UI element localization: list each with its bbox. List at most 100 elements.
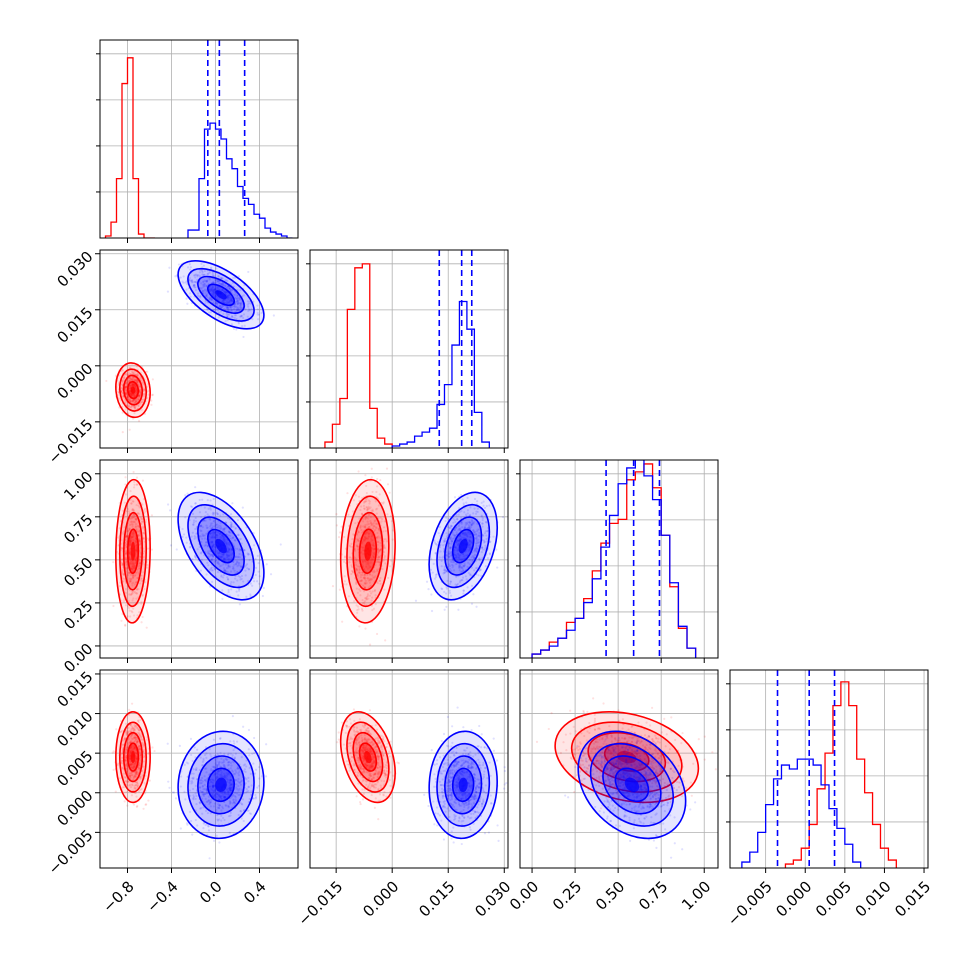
scatter-point xyxy=(199,524,202,528)
scatter-point xyxy=(444,537,447,541)
scatter-point xyxy=(449,546,452,549)
scatter-point xyxy=(226,294,229,297)
scatter-point xyxy=(448,563,451,566)
scatter-point xyxy=(195,281,198,284)
scatter-point xyxy=(225,286,229,289)
scatter-point xyxy=(246,567,249,570)
scatter-point xyxy=(453,551,456,554)
scatter-point xyxy=(480,551,484,554)
scatter-point xyxy=(212,290,215,293)
scatter-point xyxy=(129,543,132,547)
scatter-point xyxy=(209,585,212,588)
scatter-point xyxy=(121,392,124,395)
scatter-point xyxy=(206,551,210,555)
scatter-point xyxy=(225,556,229,559)
scatter-point xyxy=(215,279,218,282)
scatter-point xyxy=(133,574,136,577)
scatter-point xyxy=(232,276,235,279)
scatter-point xyxy=(123,598,126,601)
scatter-point xyxy=(376,548,380,551)
scatter-point xyxy=(480,515,483,518)
scatter-point xyxy=(211,553,214,556)
scatter-point xyxy=(217,526,221,529)
scatter-point xyxy=(232,327,236,331)
scatter-point xyxy=(236,556,239,559)
scatter-point xyxy=(130,540,133,543)
scatter-point xyxy=(384,529,387,533)
scatter-point xyxy=(364,577,367,580)
scatter-point xyxy=(129,540,132,543)
scatter-point xyxy=(372,551,375,554)
scatter-point xyxy=(241,506,244,509)
scatter-point xyxy=(356,568,359,571)
scatter-point xyxy=(236,547,239,551)
scatter-point xyxy=(129,535,132,538)
scatter-point xyxy=(142,498,145,501)
scatter-point xyxy=(348,561,351,564)
scatter-point xyxy=(124,388,127,392)
scatter-point xyxy=(132,383,135,386)
scatter-point xyxy=(367,579,370,582)
scatter-point xyxy=(135,540,138,543)
scatter-point xyxy=(486,557,490,560)
scatter-point xyxy=(203,288,207,291)
scatter-point xyxy=(129,384,132,387)
scatter-point xyxy=(142,527,145,530)
scatter-point xyxy=(198,498,201,502)
scatter-point xyxy=(199,269,202,272)
scatter-point xyxy=(135,551,138,554)
scatter-point xyxy=(121,380,124,383)
scatter-point xyxy=(448,552,451,555)
scatter-point xyxy=(143,781,146,784)
scatter-point xyxy=(191,531,194,534)
scatter-point xyxy=(189,268,192,271)
scatter-point xyxy=(135,378,138,381)
scatter-point xyxy=(201,270,204,273)
scatter-point xyxy=(211,290,214,293)
scatter-point xyxy=(369,520,372,523)
scatter-point xyxy=(357,470,360,473)
scatter-point xyxy=(135,548,138,551)
scatter-point xyxy=(360,512,364,515)
scatter-point xyxy=(372,525,375,528)
scatter-point xyxy=(186,492,189,495)
scatter-point xyxy=(371,523,374,526)
scatter-point xyxy=(241,558,244,561)
scatter-point xyxy=(442,569,446,572)
scatter-point xyxy=(199,296,202,299)
scatter-point xyxy=(462,564,465,567)
scatter-point xyxy=(372,569,375,572)
scatter-point xyxy=(359,524,362,527)
scatter-point xyxy=(228,287,231,290)
scatter-point xyxy=(203,283,206,286)
scatter-point xyxy=(138,394,141,397)
scatter-point xyxy=(230,299,233,302)
scatter-point xyxy=(226,305,230,309)
scatter-point xyxy=(366,520,369,523)
scatter-point xyxy=(132,399,136,402)
panel-content xyxy=(310,250,508,448)
scatter-point xyxy=(131,532,134,535)
scatter-point xyxy=(364,500,367,503)
scatter-point xyxy=(367,564,370,567)
scatter-point xyxy=(348,544,351,547)
panel-frame xyxy=(519,459,719,659)
scatter-point xyxy=(443,608,446,611)
scatter-point xyxy=(220,306,223,309)
scatter-point xyxy=(367,535,370,538)
scatter-point xyxy=(212,300,215,303)
scatter-point xyxy=(213,520,216,523)
scatter-point xyxy=(134,539,138,543)
scatter-point xyxy=(129,377,132,381)
scatter-point xyxy=(182,533,186,536)
panel-frame xyxy=(99,39,299,239)
scatter-point xyxy=(363,533,367,536)
scatter-point xyxy=(447,555,450,558)
scatter-point xyxy=(133,565,136,568)
scatter-point xyxy=(221,527,224,530)
scatter-point xyxy=(209,288,213,292)
scatter-point xyxy=(125,535,129,538)
scatter-point xyxy=(112,750,115,753)
scatter-point xyxy=(373,553,376,556)
scatter-point xyxy=(194,288,198,292)
